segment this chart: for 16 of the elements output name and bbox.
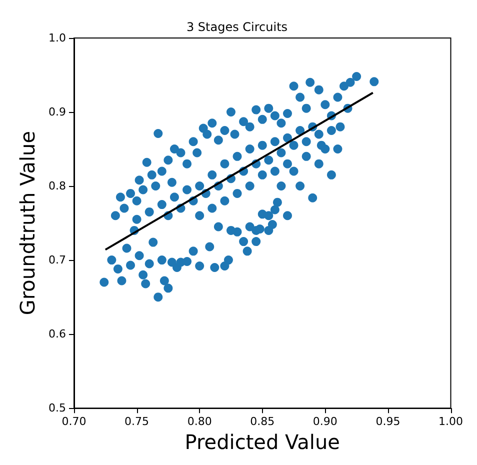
y-tick-label: 0.5	[48, 402, 66, 415]
chart-title: 3 Stages Circuits	[186, 20, 288, 34]
x-tick-label: 0.80	[187, 415, 212, 428]
x-tick-label: 0.95	[376, 415, 400, 428]
y-tick-label: 0.8	[48, 180, 66, 193]
y-tick-label: 1.0	[48, 32, 66, 44]
x-tick-label: 0.85	[250, 415, 275, 428]
x-axis-title: Predicted Value	[184, 430, 340, 454]
y-axis-title: Groundtruth Value	[16, 130, 40, 316]
y-tick-label: 0.6	[48, 328, 66, 341]
x-tick-label: 1.00	[438, 415, 464, 428]
y-tick-label: 0.7	[48, 254, 66, 267]
y-tick-label: 0.9	[48, 106, 66, 119]
x-tick-label: 0.90	[312, 415, 338, 428]
x-tick-label: 0.75	[124, 415, 150, 428]
x-tick-label: 0.70	[62, 415, 86, 428]
